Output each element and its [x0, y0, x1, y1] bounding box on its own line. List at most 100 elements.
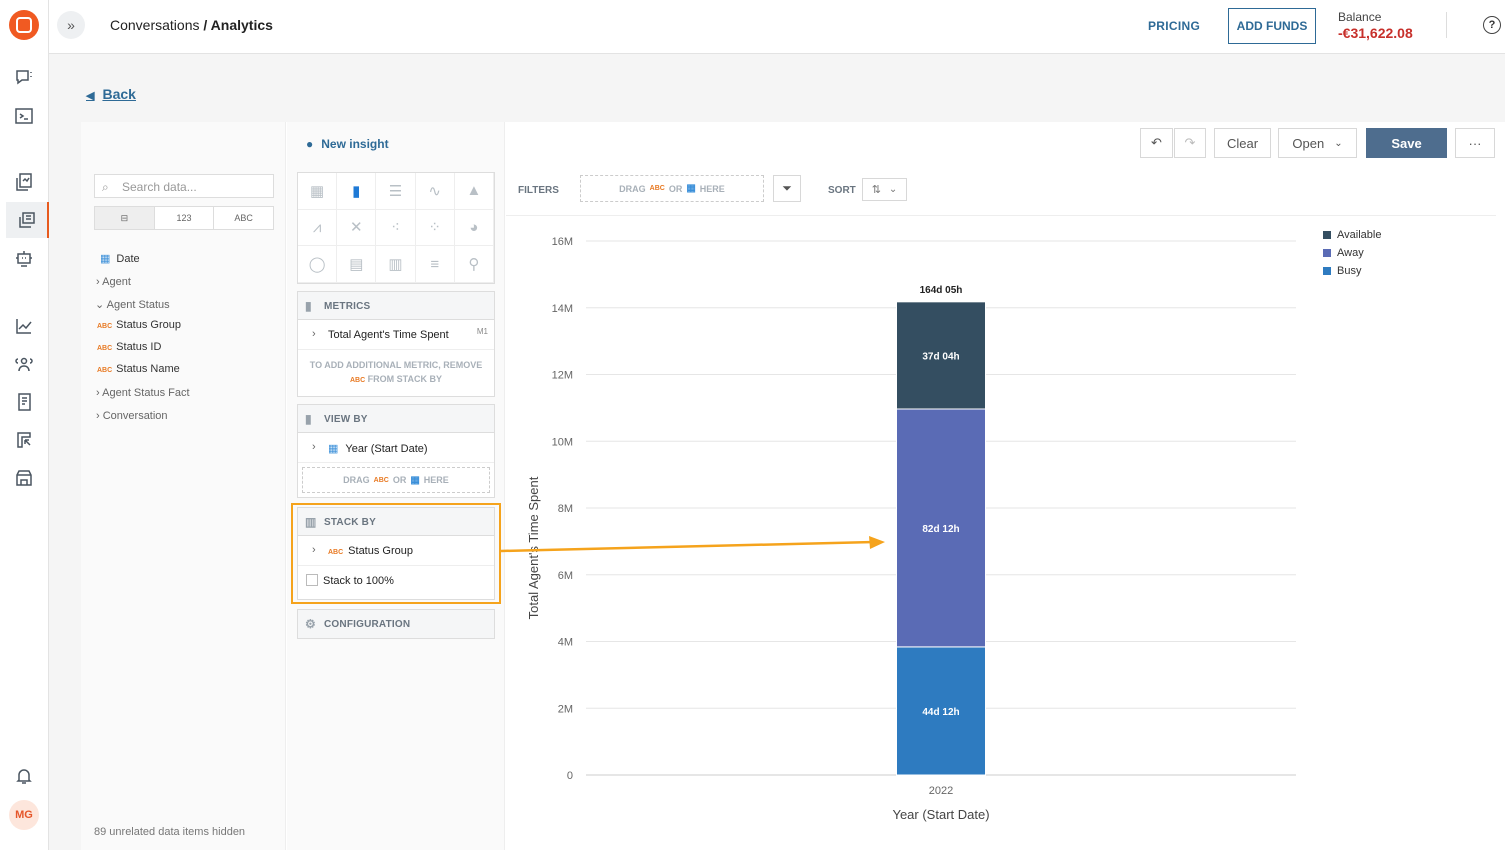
sort-button[interactable]: ⇅ ⌄ — [862, 178, 907, 201]
or-text: OR — [392, 475, 407, 485]
bot-icon[interactable] — [9, 243, 39, 273]
drag-text: DRAG — [619, 183, 646, 194]
viz-heatmap-button[interactable]: ▥ — [376, 246, 416, 283]
here-text: HERE — [423, 475, 449, 485]
view-by-dropzone[interactable]: DRAG ABC OR ▦ HERE — [302, 467, 490, 493]
data-item-label: Conversation — [102, 410, 168, 422]
viz-bubble-button[interactable]: ⁘ — [415, 209, 455, 247]
pricing-link[interactable]: PRICING — [1148, 19, 1201, 33]
contacts-icon[interactable] — [9, 349, 39, 379]
chevron-down-icon: ⌄ — [95, 299, 105, 311]
metric-item[interactable]: › Total Agent's Time Spent M1 — [298, 320, 494, 350]
data-label: 82d 12h — [922, 524, 959, 535]
stack-to-100-checkbox[interactable]: Stack to 100% — [298, 566, 494, 596]
add-funds-button[interactable]: ADD FUNDS — [1228, 8, 1316, 44]
viz-treemap-button[interactable]: ▤ — [337, 246, 377, 283]
viz-line-button[interactable]: ∿ — [415, 173, 455, 210]
back-label: Back — [102, 86, 136, 102]
help-icon[interactable]: ? — [1483, 16, 1501, 34]
search-input[interactable]: ⌕ Search data... — [94, 174, 274, 198]
data-group-agent[interactable]: › Agent — [96, 276, 131, 288]
data-item-status-id[interactable]: ABC Status ID — [97, 341, 161, 353]
back-link[interactable]: ◀ Back — [86, 86, 136, 102]
clear-button[interactable]: Clear — [1214, 128, 1271, 158]
legend-item-busy[interactable]: Busy — [1323, 262, 1381, 280]
filter-funnel-button[interactable]: ⏷ — [773, 175, 801, 202]
checkbox-box[interactable] — [306, 574, 318, 586]
templates-icon[interactable] — [9, 425, 39, 455]
open-button[interactable]: Open ⌄ — [1278, 128, 1357, 158]
viz-table-button[interactable]: ▦ — [298, 173, 338, 210]
data-group-agent-status[interactable]: ⌄ Agent Status — [95, 298, 170, 311]
insight-title[interactable]: ● New insight — [306, 132, 397, 158]
notes-icon[interactable] — [9, 387, 39, 417]
data-item-status-group[interactable]: ABC Status Group — [97, 319, 181, 331]
tab-numeric[interactable]: 123 — [155, 207, 215, 229]
legend-item-away[interactable]: Away — [1323, 244, 1381, 262]
breadcrumb-section[interactable]: Conversations — [110, 17, 200, 33]
y-tick-label: 0 — [567, 770, 573, 782]
chart-icon[interactable] — [9, 311, 39, 341]
data-item-label: Status Name — [116, 363, 180, 375]
data-panel: ⌕ Search data... ⊟ 123 ABC ▦ Date › Agent … — [81, 122, 286, 850]
store-icon[interactable] — [9, 463, 39, 493]
configuration-header[interactable]: ⚙ CONFIGURATION — [298, 610, 494, 638]
undo-button[interactable]: ↶ — [1140, 128, 1173, 158]
data-label: 44d 12h — [922, 707, 959, 718]
legend-item-available[interactable]: Available — [1323, 226, 1381, 244]
combo-viz-icon: ⩘ — [312, 218, 322, 236]
legend-label: Busy — [1337, 265, 1362, 277]
y-tick-label: 12M — [552, 370, 573, 382]
tab-all-types[interactable]: ⊟ — [95, 207, 155, 229]
bar-segment-busy — [896, 646, 986, 776]
reports-icon[interactable] — [9, 167, 39, 197]
tab-text[interactable]: ABC — [234, 213, 253, 223]
bell-icon[interactable] — [9, 761, 39, 791]
back-arrow-icon: ◀ — [86, 90, 95, 102]
column-viz-icon: ▮ — [352, 182, 361, 200]
save-button[interactable]: Save — [1366, 128, 1447, 158]
stack-by-item[interactable]: › ABC Status Group — [298, 536, 494, 566]
viz-pie-button[interactable]: ◕ — [454, 209, 494, 247]
data-item-label: Status ID — [116, 341, 162, 353]
viz-area-button[interactable]: ▲ — [454, 173, 494, 210]
viz-bullet-button[interactable]: ≡ — [415, 246, 455, 283]
viz-geo-button[interactable]: ⚲ — [454, 246, 494, 283]
viz-bar-button[interactable]: ☰ — [376, 173, 416, 210]
viz-combo-button[interactable]: ⩘ — [298, 209, 338, 247]
data-item-status-name[interactable]: ABC Status Name — [97, 363, 180, 375]
data-item-date[interactable]: ▦ Date — [100, 252, 140, 265]
data-group-agent-status-fact[interactable]: › Agent Status Fact — [96, 387, 190, 399]
chart-legend: Available Away Busy — [1323, 226, 1381, 280]
filters-dropzone[interactable]: DRAG ABC OR ▦ HERE — [580, 175, 764, 202]
viz-headline-button[interactable]: ✕ — [337, 209, 377, 247]
redo-icon: ↷ — [1184, 135, 1196, 150]
viz-donut-button[interactable]: ◯ — [298, 246, 338, 283]
metric-tag: M1 — [476, 327, 488, 336]
data-group-conversation[interactable]: › Conversation — [96, 410, 168, 422]
sort-label: SORT — [828, 185, 856, 196]
or-text: OR — [668, 183, 683, 194]
bar-segment-available — [896, 301, 986, 410]
chevron-right-icon: › — [312, 441, 316, 453]
data-item-label: Status Group — [116, 319, 181, 331]
stack-by-header: ▥ STACK BY — [298, 508, 494, 536]
analytics-icon[interactable] — [6, 202, 49, 238]
more-options-button[interactable]: ··· — [1455, 128, 1495, 158]
viz-column-button[interactable]: ▮ — [337, 173, 377, 210]
expand-nav-button[interactable]: » — [57, 11, 85, 39]
heatmap-viz-icon: ▥ — [388, 256, 403, 274]
logo[interactable] — [9, 10, 39, 40]
viz-scatter-button[interactable]: ⁖ — [376, 209, 416, 247]
geo-pin-icon: ⚲ — [468, 256, 480, 274]
metric-hint-text: FROM STACK BY — [367, 374, 443, 384]
configuration-section[interactable]: ⚙ CONFIGURATION — [297, 609, 495, 639]
redo-button[interactable]: ↷ — [1174, 128, 1206, 158]
chevron-down-icon: ⌄ — [1334, 137, 1343, 149]
view-by-item[interactable]: › ▦ Year (Start Date) — [298, 433, 494, 463]
terminal-icon[interactable] — [9, 101, 39, 131]
avatar[interactable]: MG — [9, 800, 39, 830]
chevron-right-icon: › — [312, 544, 316, 556]
area-viz-icon: ▲ — [466, 182, 482, 200]
conversations-icon[interactable] — [9, 62, 39, 92]
